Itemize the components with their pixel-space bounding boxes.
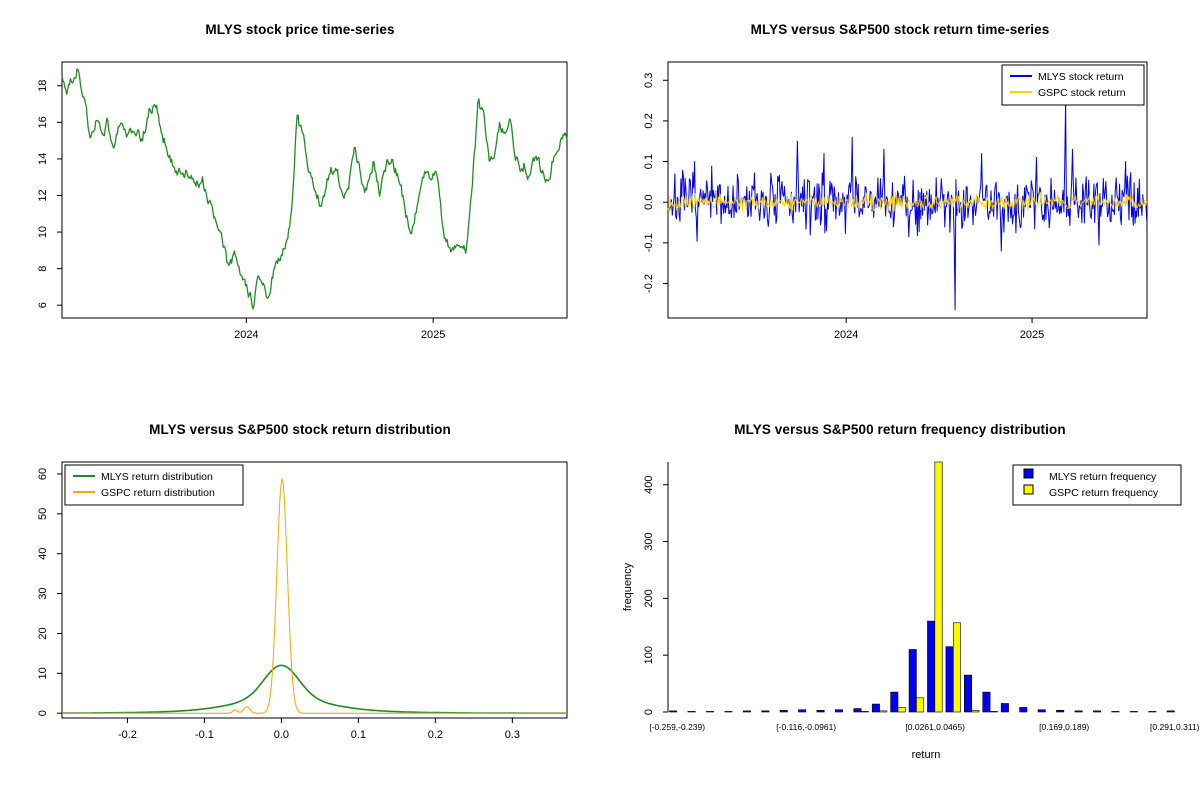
svg-text:300: 300 xyxy=(643,532,655,550)
svg-text:0.1: 0.1 xyxy=(351,729,366,741)
svg-text:0.1: 0.1 xyxy=(643,154,655,169)
svg-text:30: 30 xyxy=(37,587,49,599)
svg-text:60: 60 xyxy=(37,468,49,480)
svg-text:[-0.116,-0.0961): [-0.116,-0.0961) xyxy=(776,722,836,732)
svg-text:GSPC stock return: GSPC stock return xyxy=(1038,87,1126,99)
svg-text:return: return xyxy=(912,749,941,761)
svg-text:10: 10 xyxy=(37,667,49,679)
svg-text:6: 6 xyxy=(37,302,49,308)
histogram-chart-panel: MLYS versus S&P500 return frequency dist… xyxy=(600,400,1200,800)
svg-text:-0.1: -0.1 xyxy=(643,233,655,252)
svg-text:[0.169,0.189): [0.169,0.189) xyxy=(1039,722,1089,732)
svg-text:18: 18 xyxy=(37,80,49,92)
svg-text:[-0.259,-0.239): [-0.259,-0.239) xyxy=(649,722,705,732)
svg-text:2025: 2025 xyxy=(421,329,445,341)
svg-text:50: 50 xyxy=(37,508,49,520)
svg-text:0.2: 0.2 xyxy=(428,729,443,741)
svg-text:8: 8 xyxy=(37,266,49,272)
svg-text:MLYS return frequency: MLYS return frequency xyxy=(1049,471,1157,483)
svg-text:0.0: 0.0 xyxy=(643,195,655,210)
svg-text:16: 16 xyxy=(37,116,49,128)
svg-text:20: 20 xyxy=(37,627,49,639)
svg-text:-0.2: -0.2 xyxy=(118,729,137,741)
svg-text:2025: 2025 xyxy=(1020,329,1044,341)
svg-text:400: 400 xyxy=(643,476,655,494)
returns-chart-canvas: -0.2 -0.1 0.0 0.1 0.2 0.3 2024 2025 MLYS stock r… xyxy=(643,61,1148,341)
svg-text:[0.291,0.311): [0.291,0.311) xyxy=(1150,722,1200,732)
svg-text:frequency: frequency xyxy=(622,562,634,611)
svg-text:0.0: 0.0 xyxy=(274,729,289,741)
svg-text:0.3: 0.3 xyxy=(505,729,520,741)
svg-text:100: 100 xyxy=(643,646,655,664)
price-chart-panel: MLYS stock price time-series 6 8 10 12 14 16 1… xyxy=(0,0,600,400)
histogram-chart-title: MLYS versus S&P500 return frequency dist… xyxy=(734,422,1066,437)
density-chart-title: MLYS versus S&P500 stock return distribu… xyxy=(149,422,451,437)
svg-text:MLYS stock return: MLYS stock return xyxy=(1038,71,1124,83)
svg-text:0.3: 0.3 xyxy=(643,73,655,88)
density-chart-panel: MLYS versus S&P500 stock return distribu… xyxy=(0,400,600,800)
svg-text:40: 40 xyxy=(37,548,49,560)
svg-text:MLYS return distribution: MLYS return distribution xyxy=(101,471,213,483)
price-chart-canvas: 6 8 10 12 14 16 18 2024 2025 xyxy=(37,61,568,341)
price-chart-title: MLYS stock price time-series xyxy=(205,22,395,37)
svg-text:-0.2: -0.2 xyxy=(643,274,655,293)
svg-text:0.2: 0.2 xyxy=(643,113,655,128)
svg-text:2024: 2024 xyxy=(834,329,858,341)
svg-text:-0.1: -0.1 xyxy=(195,729,214,741)
svg-text:GSPC return distribution: GSPC return distribution xyxy=(101,487,215,499)
returns-chart-panel: MLYS versus S&P500 stock return time-ser… xyxy=(600,0,1200,400)
histogram-chart-canvas: 0 100 200 300 400 [-0.259,-0.239) [-0.116,-0.0… xyxy=(622,461,1200,761)
svg-text:2024: 2024 xyxy=(234,329,258,341)
svg-text:14: 14 xyxy=(37,153,49,165)
svg-text:0: 0 xyxy=(643,709,655,715)
svg-text:GSPC return frequency: GSPC return frequency xyxy=(1049,487,1159,499)
svg-text:10: 10 xyxy=(37,226,49,238)
svg-text:[0.0261,0.0465): [0.0261,0.0465) xyxy=(905,722,965,732)
density-chart-canvas: 0 10 20 30 40 50 60 -0.2 -0.1 0.0 0.1 0.2 0.3 MLYS re… xyxy=(37,461,568,741)
svg-text:0: 0 xyxy=(37,710,49,716)
svg-text:12: 12 xyxy=(37,189,49,201)
svg-text:200: 200 xyxy=(643,589,655,607)
returns-chart-title: MLYS versus S&P500 stock return time-ser… xyxy=(750,22,1050,37)
